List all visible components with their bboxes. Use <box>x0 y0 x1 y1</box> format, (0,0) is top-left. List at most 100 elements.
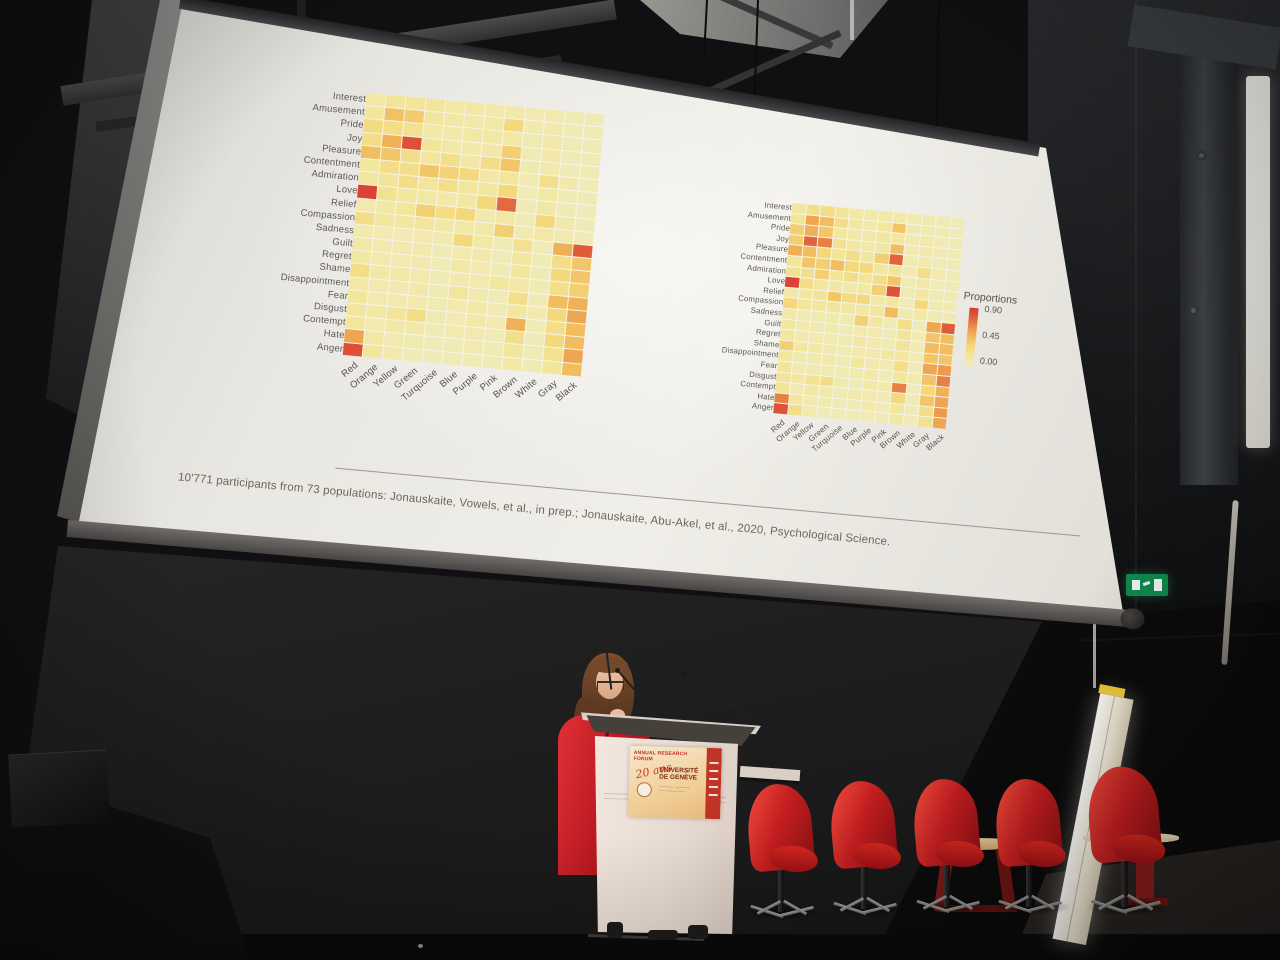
cell-regret-brown <box>510 265 531 279</box>
cell-contempt-brown <box>504 330 525 345</box>
cell-contentment-brown <box>902 266 917 278</box>
heatmap-row-labels: Interest Amusement Pride Joy Pleasure Content… <box>605 188 798 415</box>
cell-regret-green <box>823 333 838 345</box>
cell-hate-orange <box>363 331 384 346</box>
cell-hate-yellow <box>803 395 818 407</box>
cell-sadness-green <box>413 229 434 244</box>
cell-pride-red <box>363 119 384 134</box>
cell-love-orange <box>377 186 398 201</box>
heatmap-emotion-color-right: Interest Amusement Pride Joy Pleasure Content… <box>598 188 983 509</box>
cell-contempt-turquoise <box>424 323 445 338</box>
cell-contempt-pink <box>484 328 505 343</box>
heatmap-emotion-color-left: Interest Amusement Pride Joy Pleasure Content… <box>162 77 611 454</box>
cell-pleasure-turquoise <box>440 152 461 167</box>
cell-shame-white <box>908 351 924 363</box>
cell-contempt-pink <box>876 391 891 403</box>
cell-interest-yellow <box>405 96 426 111</box>
cell-interest-orange <box>385 94 406 109</box>
cell-disgust-white <box>906 383 921 395</box>
cell-amusement-purple <box>877 221 892 233</box>
cell-sadness-yellow <box>810 311 826 322</box>
cell-amusement-blue <box>463 115 484 130</box>
cell-sadness-red <box>353 224 374 239</box>
cell-disappointment-yellow <box>388 280 409 295</box>
cell-guilt-pink <box>882 328 897 340</box>
cell-interest-brown <box>524 107 545 122</box>
cell-shame-pink <box>880 349 895 361</box>
cell-compassion-white <box>912 309 928 321</box>
cell-love-gray <box>929 289 944 301</box>
cell-pleasure-turquoise <box>845 250 860 262</box>
cell-love-yellow <box>396 188 417 203</box>
cell-hate-brown <box>889 403 905 415</box>
cell-joy-turquoise <box>846 239 861 251</box>
cell-compassion-yellow <box>811 300 827 312</box>
cell-love-orange <box>799 278 814 289</box>
cell-joy-white <box>541 148 562 163</box>
cell-pride-orange <box>383 121 404 135</box>
podium-wheel <box>688 925 708 939</box>
cell-sadness-brown <box>512 238 533 253</box>
cell-fear-brown <box>506 304 527 319</box>
cell-anger-white <box>903 415 918 427</box>
cell-shame-gray <box>923 353 938 365</box>
red-chair-4 <box>992 776 1072 929</box>
cell-love-pink <box>496 197 517 212</box>
cell-shame-red <box>349 263 370 278</box>
cell-disgust-black <box>934 386 950 398</box>
cell-joy-green <box>421 137 442 152</box>
cell-regret-orange <box>371 252 392 267</box>
cell-contentment-blue <box>858 262 874 274</box>
cell-pride-black <box>582 139 603 154</box>
cell-admiration-gray <box>557 189 578 204</box>
cell-sadness-yellow <box>393 227 414 242</box>
cell-compassion-orange <box>374 212 395 227</box>
cell-contentment-yellow <box>815 258 830 270</box>
cell-fear-white <box>526 306 547 321</box>
cell-regret-purple <box>866 337 881 349</box>
cell-love-red <box>357 184 378 199</box>
cell-interest-gray <box>564 111 585 125</box>
cell-joy-white <box>918 246 933 258</box>
cell-amusement-purple <box>483 116 504 131</box>
cell-pleasure-purple <box>480 156 501 171</box>
cell-disgust-turquoise <box>426 310 447 325</box>
cell-admiration-green <box>829 270 844 282</box>
cell-love-white <box>536 201 557 216</box>
cell-regret-red <box>351 250 372 265</box>
cell-hate-blue <box>443 338 464 353</box>
cell-guilt-yellow <box>392 241 413 255</box>
cell-guilt-brown <box>511 251 532 266</box>
heatmap-legend: Proportions 0.90 0.45 0.00 <box>956 290 1074 392</box>
cell-love-gray <box>556 203 577 217</box>
cell-anger-yellow <box>802 406 817 417</box>
cell-contempt-green <box>818 386 833 398</box>
cell-relief-yellow <box>395 201 416 216</box>
cell-pleasure-gray <box>559 163 580 178</box>
cell-amusement-white <box>543 122 564 137</box>
cell-contempt-white <box>524 332 545 347</box>
cell-contentment-black <box>945 270 960 281</box>
cell-contentment-gray <box>931 268 946 280</box>
cell-shame-pink <box>489 276 510 291</box>
cell-admiration-purple <box>477 182 498 197</box>
legend-tick: 0.00 <box>979 355 998 368</box>
cell-love-blue <box>856 283 872 295</box>
legend-colorbar <box>964 307 979 367</box>
cell-joy-yellow <box>817 237 832 249</box>
cell-contempt-black <box>934 396 949 408</box>
cell-relief-white <box>913 299 929 311</box>
cell-shame-white <box>529 280 550 294</box>
cell-contempt-orange <box>789 383 804 395</box>
cell-guilt-blue <box>451 246 472 261</box>
cell-shame-red <box>779 340 794 351</box>
cell-regret-red <box>779 329 795 341</box>
cell-regret-gray <box>924 342 939 354</box>
cell-fear-brown <box>892 371 907 383</box>
cell-disappointment-red <box>778 350 793 362</box>
cell-disgust-white <box>525 319 546 334</box>
cell-regret-black <box>570 270 591 285</box>
cell-love-brown <box>516 199 537 214</box>
cell-contentment-purple <box>479 169 500 184</box>
cell-relief-yellow <box>812 290 828 301</box>
